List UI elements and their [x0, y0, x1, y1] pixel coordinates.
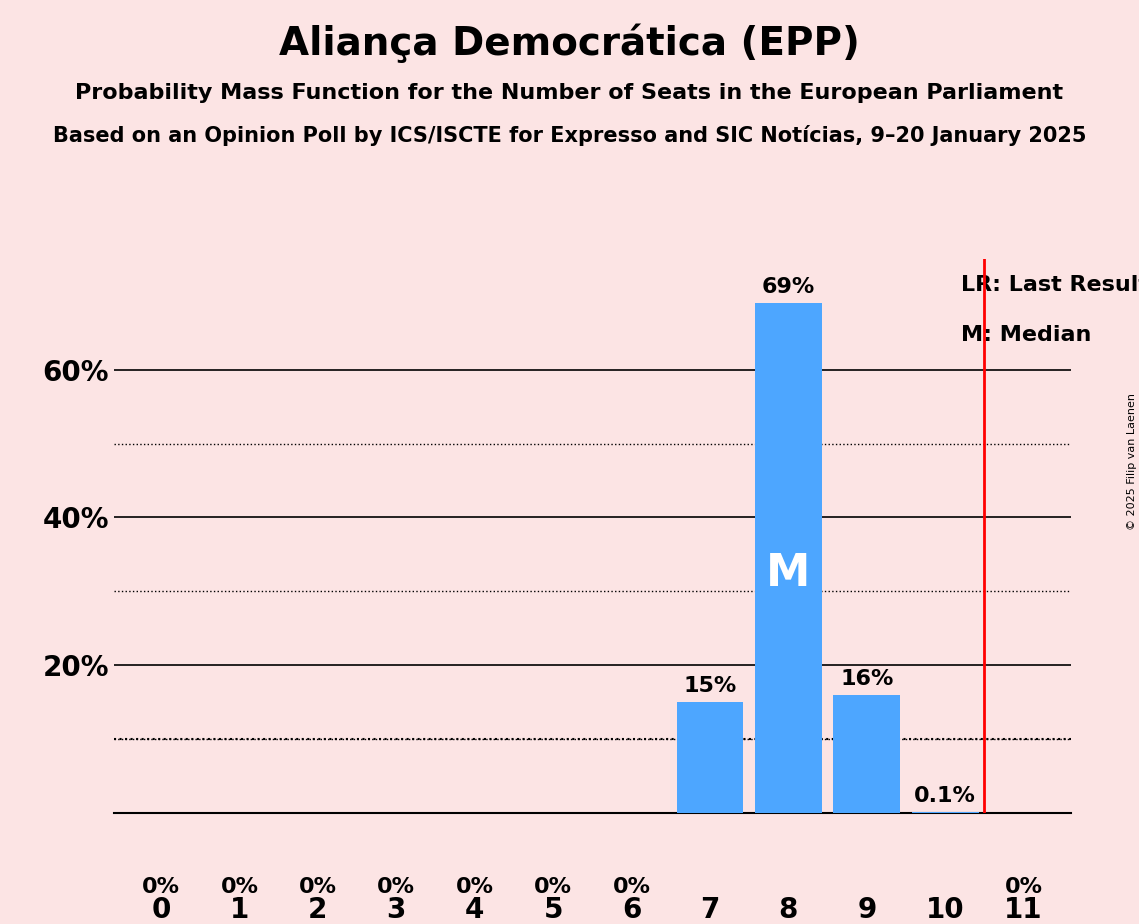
Text: Based on an Opinion Poll by ICS/ISCTE for Expresso and SIC Notícias, 9–20 Januar: Based on an Opinion Poll by ICS/ISCTE fo…	[52, 125, 1087, 146]
Text: 0%: 0%	[534, 877, 572, 897]
Text: © 2025 Filip van Laenen: © 2025 Filip van Laenen	[1126, 394, 1137, 530]
Text: Aliança Democrática (EPP): Aliança Democrática (EPP)	[279, 23, 860, 63]
Text: Probability Mass Function for the Number of Seats in the European Parliament: Probability Mass Function for the Number…	[75, 83, 1064, 103]
Text: 69%: 69%	[762, 277, 816, 298]
Bar	[834, 695, 900, 813]
Text: LR: Last Result: LR: Last Result	[960, 275, 1139, 296]
Text: 0%: 0%	[220, 877, 259, 897]
Text: 15%: 15%	[683, 676, 737, 697]
Text: 0%: 0%	[456, 877, 493, 897]
Text: 0%: 0%	[142, 877, 180, 897]
Text: 0%: 0%	[298, 877, 337, 897]
Text: 0%: 0%	[613, 877, 650, 897]
Text: 0%: 0%	[377, 877, 416, 897]
Bar	[755, 303, 821, 813]
Text: M: Median: M: Median	[960, 325, 1091, 346]
Bar	[677, 702, 744, 813]
Text: M: M	[767, 552, 811, 595]
Text: 0.1%: 0.1%	[915, 786, 976, 807]
Text: 0%: 0%	[1005, 877, 1042, 897]
Text: 16%: 16%	[841, 669, 893, 689]
